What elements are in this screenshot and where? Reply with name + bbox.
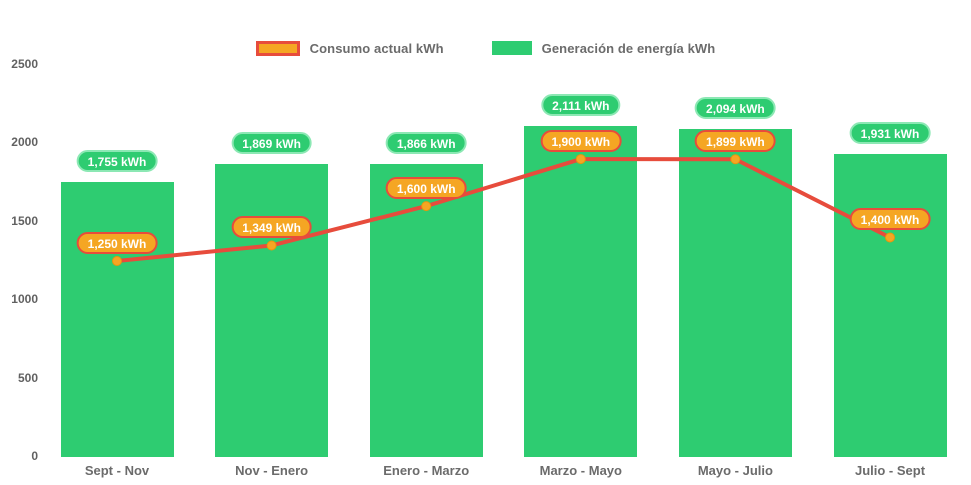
y-axis-tick-label: 0	[31, 449, 38, 463]
y-axis-tick-label: 1500	[11, 213, 38, 228]
line-point-marker[interactable]	[885, 232, 895, 243]
line-value-badge: 1,250 kWh	[76, 232, 158, 254]
x-axis-label: Nov - Enero	[235, 463, 309, 478]
bar-value-badge: 1,755 kWh	[76, 149, 158, 172]
line-value-badge: 1,900 kWh	[540, 130, 622, 153]
line-value-badge: 1,400 kWh	[849, 208, 931, 231]
line-value-badge: 1,349 kWh	[231, 216, 312, 239]
line-point-marker[interactable]	[266, 240, 277, 251]
bar-value-badge: 1,866 kWh	[385, 132, 467, 155]
generacion-swatch-icon	[491, 41, 532, 55]
generation-bar[interactable]	[524, 125, 638, 457]
x-axis-label: Enero - Marzo	[383, 463, 470, 478]
line-value-badge: 1,899 kWh	[695, 130, 776, 153]
x-axis-label: Mayo - Julio	[697, 463, 773, 478]
bar-value-badge: 1,869 kWh	[231, 131, 312, 154]
line-value-badge: 1,600 kWh	[385, 177, 467, 200]
y-axis-tick-label: 500	[17, 370, 38, 385]
consumo-swatch-icon	[255, 40, 300, 56]
x-axis-label: Sept - Nov	[84, 463, 150, 478]
generation-bar[interactable]	[215, 163, 329, 457]
line-point-marker[interactable]	[575, 154, 586, 165]
legend-label-consumo: Consumo actual kWh	[309, 40, 444, 56]
bar-value-badge: 1,931 kWh	[849, 122, 931, 145]
bar-value-badge: 2,094 kWh	[695, 96, 776, 119]
y-axis-tick-label: 2500	[11, 57, 38, 71]
y-axis-tick-label: 2000	[11, 135, 38, 150]
x-axis-label: Julio - Sept	[854, 463, 926, 478]
legend-label-generacion: Generación de energía kWh	[541, 40, 716, 56]
line-point-marker[interactable]	[112, 256, 122, 266]
y-axis-tick-label: 1000	[11, 292, 38, 307]
line-point-marker[interactable]	[421, 201, 432, 212]
generation-bar[interactable]	[833, 154, 947, 457]
bar-value-badge: 2,111 kWh	[541, 93, 621, 116]
generation-bar[interactable]	[60, 181, 174, 457]
legend-item-generacion[interactable]: Generación de energía kWh	[491, 40, 716, 56]
x-axis-label: Marzo - Mayo	[539, 463, 622, 478]
line-point-marker[interactable]	[730, 154, 741, 165]
generation-bar[interactable]	[678, 128, 792, 457]
legend-item-consumo[interactable]: Consumo actual kWh	[255, 40, 444, 56]
chart-legend: Consumo actual kWh Generación de energía…	[0, 38, 971, 58]
